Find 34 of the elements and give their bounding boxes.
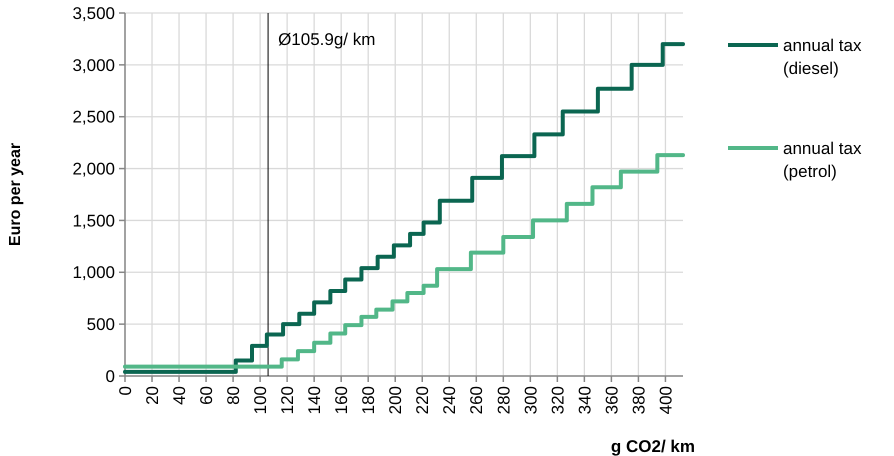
x-tick-label: 140	[305, 386, 324, 414]
x-tick-label: 60	[197, 386, 216, 405]
x-tick-label: 360	[602, 386, 622, 414]
x-tick-label: 260	[467, 386, 486, 414]
x-tick-label: 0	[116, 386, 135, 396]
legend-label: annual tax (diesel)	[783, 36, 862, 78]
x-tick-label: 320	[548, 386, 568, 414]
y-tick-label: 2,000	[72, 160, 115, 179]
x-tick-label: 160	[332, 386, 352, 414]
x-tick-label: 200	[386, 386, 406, 414]
x-tick-label: 100	[251, 386, 270, 414]
y-tick-label: 3,500	[72, 4, 115, 23]
x-tick-label: 80	[224, 386, 244, 405]
y-axis-title: Euro per year	[7, 142, 24, 246]
ref-line-label: Ø105.9g/ km	[278, 30, 376, 49]
y-tick-label: 3,000	[72, 56, 115, 75]
x-tick-label: 20	[142, 386, 162, 405]
y-tick-label: 1,000	[72, 263, 115, 282]
y-tick-label: 1,500	[72, 211, 115, 230]
x-tick-label: 300	[521, 386, 540, 414]
legend-label: annual tax (petrol)	[783, 138, 862, 181]
y-tick-label: 0	[106, 366, 115, 386]
x-tick-label: 220	[413, 386, 432, 414]
x-tick-label: 240	[440, 386, 460, 414]
y-tick-label: 500	[86, 315, 115, 334]
x-axis-title: g CO2/ km	[610, 437, 695, 456]
x-tick-label: 280	[494, 386, 514, 414]
x-tick-label: 400	[656, 386, 676, 414]
x-tick-label: 340	[575, 386, 594, 414]
x-tick-label: 40	[170, 386, 189, 405]
x-tick-label: 180	[359, 386, 378, 414]
x-tick-label: 380	[629, 386, 648, 414]
y-tick-label: 2,500	[72, 108, 115, 127]
x-tick-label: 120	[278, 386, 298, 414]
